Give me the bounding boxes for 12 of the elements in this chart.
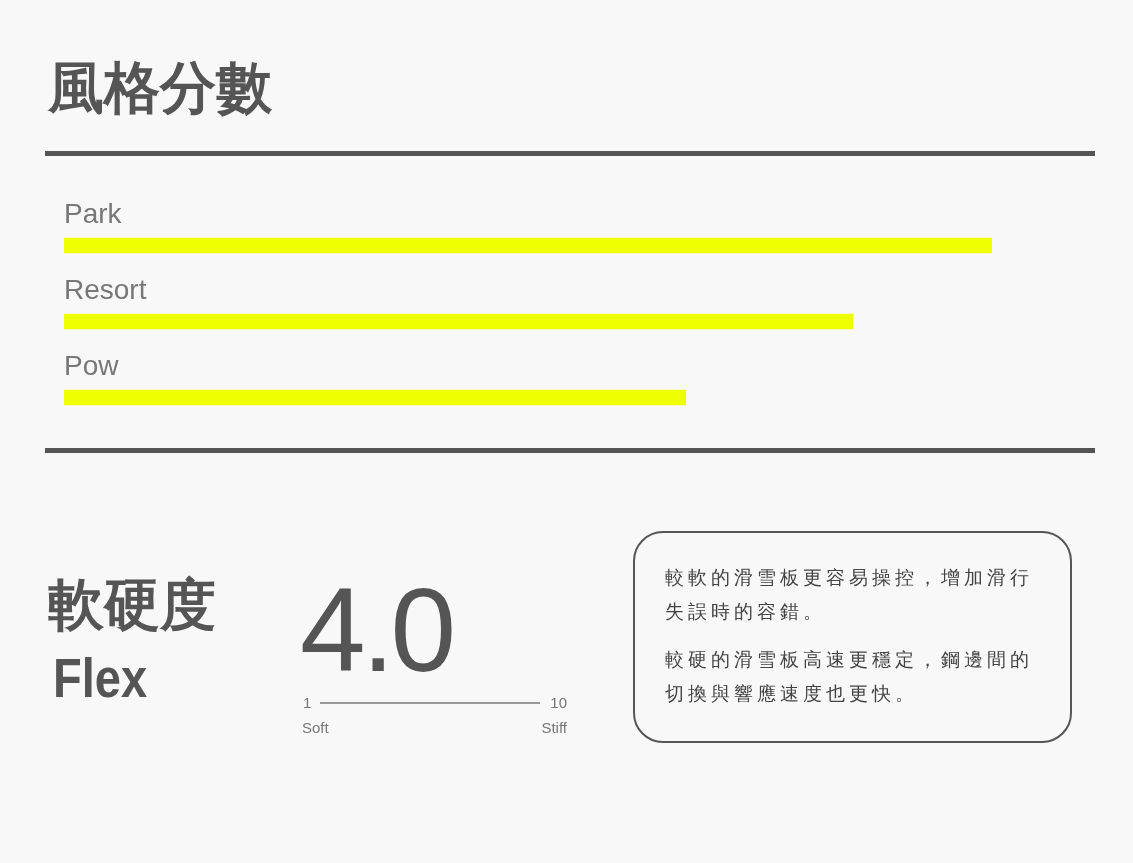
text: 1: [303, 694, 312, 711]
text: Stiff: [541, 719, 567, 736]
text: 4.0: [300, 564, 453, 696]
y-tick-label: Pow: [64, 349, 120, 381]
text: 10: [550, 694, 567, 711]
text: Flex: [53, 646, 148, 709]
chart-title: 風格分數: [48, 56, 272, 119]
y-tick-label: Park: [64, 197, 123, 229]
y-tick-label: Resort: [64, 273, 147, 305]
note-box: 較軟的滑雪板更容易操控，增加滑行失誤時的容錯。 較硬的滑雪板高速更穩定，鋼邊間的切換與響應速度也更快。: [633, 531, 1072, 743]
text: 軟硬度: [48, 573, 216, 636]
text: Soft: [302, 719, 329, 736]
